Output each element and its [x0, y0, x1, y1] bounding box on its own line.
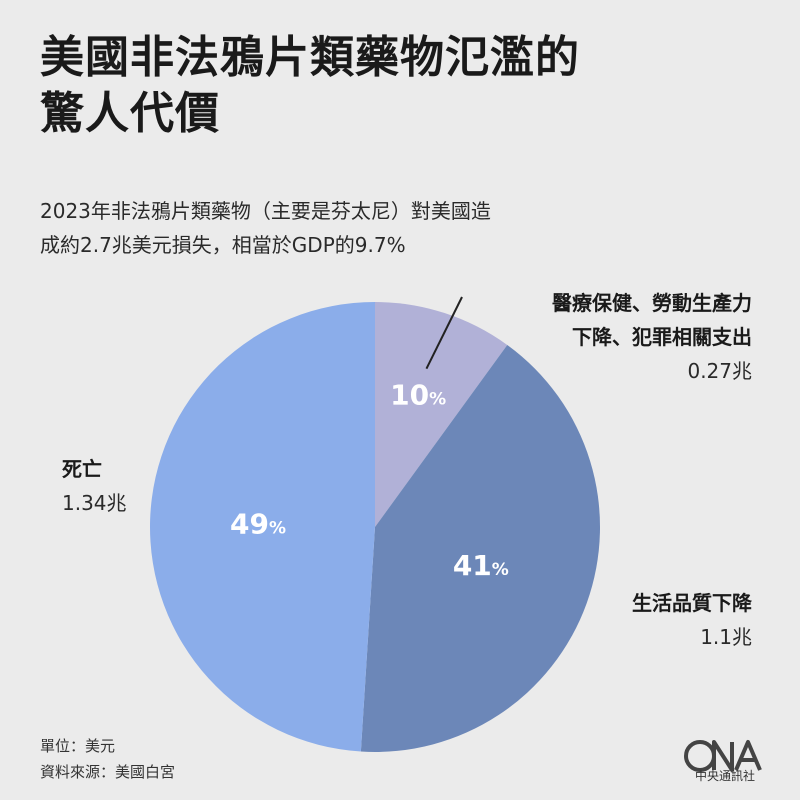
slice-label-quality-of-life-name: 生活品質下降 [632, 591, 752, 615]
logo-text: 中央通訊社 [694, 769, 755, 783]
slice-label-death-name: 死亡 [62, 457, 102, 481]
slice-label-healthcare-line-2: 下降、犯罪相關支出 [572, 325, 752, 349]
slice-value-quality-of-life: 1.1兆 [700, 625, 752, 649]
chart-title: 美國非法鴉片類藥物氾濫的 驚人代價 [40, 30, 740, 142]
chart-subtitle: 2023年非法鴉片類藥物（主要是芬太尼）對美國造 成約2.7兆美元損失，相當於G… [40, 194, 660, 262]
slice-label-healthcare-line-1: 醫療保健、勞動生產力 [552, 291, 752, 315]
percent-label-healthcare: 10% [390, 378, 446, 411]
slice-label-healthcare: 醫療保健、勞動生產力 下降、犯罪相關支出 0.27兆 [552, 286, 752, 388]
subtitle-line-1: 2023年非法鴉片類藥物（主要是芬太尼）對美國造 [40, 199, 491, 223]
pie-slice-healthcare [375, 302, 508, 527]
title-line-1: 美國非法鴉片類藥物氾濫的 [40, 32, 580, 83]
cna-logo-icon [684, 740, 762, 772]
leader-line-healthcare [425, 296, 463, 370]
slice-value-death: 1.34兆 [62, 491, 127, 515]
percent-label-death: 49% [230, 507, 286, 540]
title-line-2: 驚人代價 [40, 88, 220, 139]
percent-label-quality-of-life: 41% [453, 549, 509, 582]
pie-slice-quality-of-life [360, 344, 600, 752]
footer: 單位：美元 資料來源：美國白宮 [40, 733, 175, 785]
footer-source: 資料來源：美國白宮 [40, 763, 176, 781]
slice-label-quality-of-life: 生活品質下降 1.1兆 [632, 586, 752, 654]
footer-unit: 單位：美元 [40, 737, 116, 755]
slice-label-death: 死亡 1.34兆 [62, 452, 127, 520]
pie-slice-death [149, 302, 375, 752]
subtitle-line-2: 成約2.7兆美元損失，相當於GDP的9.7% [40, 233, 406, 257]
slice-value-healthcare: 0.27兆 [687, 359, 752, 383]
